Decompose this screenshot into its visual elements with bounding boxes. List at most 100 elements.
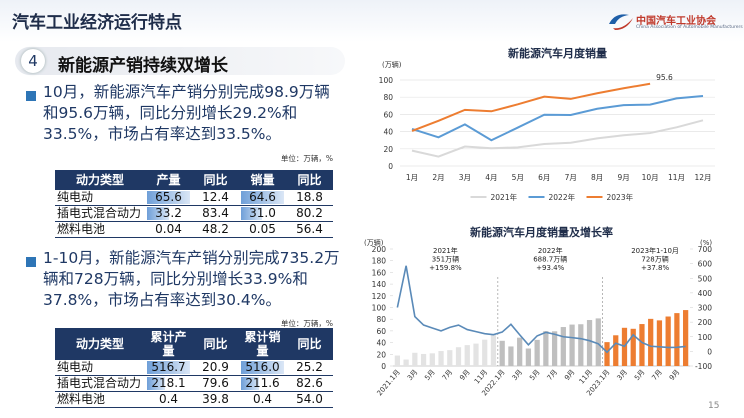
bar (517, 337, 523, 366)
x-tick-label: 7月 (650, 368, 664, 382)
y-tick-label: 0 (381, 362, 386, 371)
table-cell: 516.7 (145, 360, 192, 376)
data-label: 95.6 (656, 73, 673, 82)
y-tick-label: 100 (379, 76, 394, 85)
section-number: 4 (21, 49, 45, 73)
bar (429, 353, 435, 366)
annotation: +37.8% (641, 264, 669, 272)
x-tick-label: 2022.1月 (480, 368, 506, 397)
y-tick-label: 40 (383, 128, 393, 137)
table-cell: 18.8 (286, 190, 333, 206)
data-bar (241, 191, 284, 204)
table-cell: 48.2 (192, 221, 239, 238)
x-tick-label: 2月 (432, 173, 444, 182)
paragraph: 10月，新能源汽车产销分别完成98.9万辆和95.6万辆，同比分别增长29.2%… (43, 83, 330, 143)
annotation: 2023年1-10月 (631, 246, 679, 255)
cell-text: 79.6 (202, 376, 229, 390)
annotation: +159.8% (429, 264, 462, 272)
header-cell: 累计产量 (145, 328, 192, 360)
cell-text: 516.7 (151, 360, 186, 374)
x-tick-label: 3月 (459, 173, 471, 182)
bar (455, 347, 462, 366)
table-cell: 39.8 (192, 391, 239, 408)
table-cell: 0.4 (145, 391, 192, 408)
table-cell: 纯电动 (55, 360, 145, 376)
cell-text: 18.8 (296, 190, 323, 204)
table-unit: 单位：万辆，% (280, 154, 333, 163)
bar (595, 318, 601, 366)
y2-tick-label: 400 (698, 289, 713, 298)
data-bar (241, 377, 259, 390)
x-tick-label: 7月 (565, 173, 577, 182)
x-tick-label: 1月 (406, 173, 418, 182)
page-number: 15 (708, 401, 720, 411)
y2-tick-label: 0 (707, 347, 712, 356)
table-cell: 燃料电池 (55, 221, 145, 238)
y-tick-label: 80 (383, 93, 393, 102)
x-tick-label: 9月 (563, 368, 577, 382)
x-tick-label: 2023.1月 (585, 368, 611, 397)
y-tick-label: 60 (376, 327, 386, 336)
bar (604, 342, 610, 366)
bar (560, 327, 566, 366)
table-cell: 25.2 (286, 360, 333, 376)
data-bar (147, 207, 169, 220)
cell-text: 48.2 (202, 222, 229, 236)
data-bar (241, 207, 262, 220)
table-cell: 82.6 (286, 375, 333, 392)
bar (464, 345, 470, 366)
bar (543, 331, 549, 366)
header-cell: 同比 (286, 170, 333, 190)
bar (621, 327, 628, 366)
y-tick-label: 60 (383, 110, 393, 119)
bar (639, 324, 645, 366)
cell-text: 39.8 (202, 392, 229, 406)
cell-text: 516.0 (245, 360, 280, 374)
bar (438, 351, 444, 366)
x-tick-label: 9月 (668, 368, 682, 382)
cell-text: 插电式混合动力 (57, 376, 142, 390)
cell-text: 83.4 (202, 206, 229, 220)
table-cell: 218.1 (145, 375, 192, 392)
x-tick-label: 11月 (473, 368, 489, 385)
table-cell: 插电式混合动力 (55, 375, 145, 392)
table-cell: 0.04 (145, 221, 192, 238)
bar (551, 331, 558, 366)
cell-text: 20.9 (202, 360, 229, 374)
table-row: 纯电动 65.6 12.4 64.6 18.8 (55, 190, 333, 206)
header-band (0, 0, 744, 42)
y2-tick-label: 600 (698, 260, 713, 269)
table-cell: 65.6 (145, 190, 192, 206)
header-cell: 产量 (145, 170, 192, 190)
y-tick-label: 80 (376, 315, 386, 324)
y-tick-label: 40 (376, 339, 386, 348)
table-cell: 56.4 (286, 221, 333, 238)
section-banner (15, 47, 345, 75)
data-bar (147, 191, 190, 204)
bar (578, 324, 584, 366)
cell-text: 33.2 (155, 206, 182, 220)
cell-text: 0.4 (252, 392, 273, 406)
bullet (26, 91, 36, 101)
y2-tick-label: 200 (698, 318, 713, 327)
header-cell: 销量 (239, 170, 286, 190)
x-tick-label: 7月 (546, 368, 560, 382)
x-tick-label: 9月 (617, 173, 629, 182)
table-unit: 单位：万辆，% (280, 319, 333, 328)
table-cell: 20.9 (192, 360, 239, 376)
header-cell: 同比 (192, 328, 239, 360)
x-tick-label: 9月 (458, 368, 472, 382)
table-cell: 516.0 (239, 360, 286, 376)
cell-text: 插电式混合动力 (57, 206, 142, 220)
table-cell: 33.2 (145, 205, 192, 222)
y-axis-label: (万辆) (364, 238, 384, 247)
table-row: 燃料电池 0.4 39.8 0.4 54.0 (55, 391, 333, 408)
header-cell: 累计销量 (239, 328, 286, 360)
data-bar (241, 361, 284, 374)
cell-text: 0.04 (155, 222, 182, 236)
x-tick-label: 3月 (616, 368, 630, 382)
legend-label: 2022年 (549, 192, 576, 202)
cell-text: 82.6 (296, 376, 323, 390)
x-tick-label: 10月 (642, 173, 659, 182)
cell-text: 纯电动 (57, 360, 94, 374)
